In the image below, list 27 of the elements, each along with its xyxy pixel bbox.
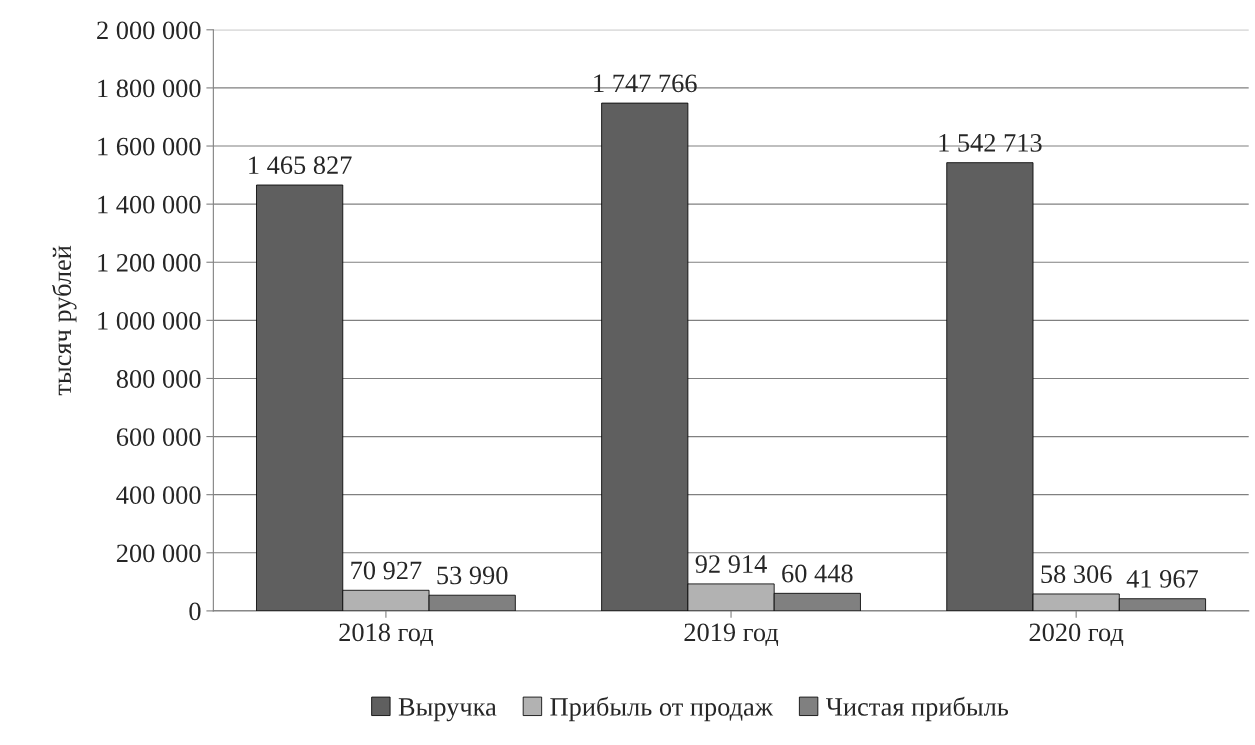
y-tick-label: 600 000 bbox=[116, 428, 201, 446]
data-label: 1 747 766 bbox=[594, 74, 697, 93]
legend-label: Выручка bbox=[398, 698, 497, 722]
y-tick-label: 200 000 bbox=[116, 544, 201, 563]
data-label: 60 448 bbox=[782, 564, 853, 583]
y-tick-label: 1 200 000 bbox=[98, 253, 201, 272]
x-tick-label: 2018 год bbox=[339, 623, 434, 647]
legend-label: Прибыль от продаж bbox=[550, 696, 774, 722]
data-label: 41 967 bbox=[1126, 570, 1198, 588]
x-tick-label: 2019 год bbox=[684, 623, 779, 647]
y-tick-label: 2 000 000 bbox=[97, 21, 201, 40]
data-label: 1 542 713 bbox=[939, 134, 1042, 152]
y-tick-label: 1 800 000 bbox=[98, 79, 201, 98]
y-tick-label: 800 000 bbox=[116, 370, 201, 388]
y-tick-label: 1 000 000 bbox=[98, 311, 201, 330]
data-label: 53 990 bbox=[437, 566, 508, 585]
data-label: 58 306 bbox=[1041, 565, 1112, 584]
legend-label: Чистая прибыль bbox=[826, 696, 1009, 722]
y-axis-title: тысяч рублей bbox=[51, 245, 77, 396]
data-label: 1 465 827 bbox=[249, 156, 352, 175]
x-tick-label: 2020 год bbox=[1029, 623, 1124, 647]
y-tick-label: 1 400 000 bbox=[98, 195, 201, 214]
y-tick-label: 0 bbox=[189, 602, 201, 621]
data-label: 70 927 bbox=[351, 561, 422, 580]
y-tick-label: 1 600 000 bbox=[98, 137, 201, 156]
data-label: 92 914 bbox=[695, 555, 767, 573]
y-tick-label: 400 000 bbox=[116, 486, 201, 505]
